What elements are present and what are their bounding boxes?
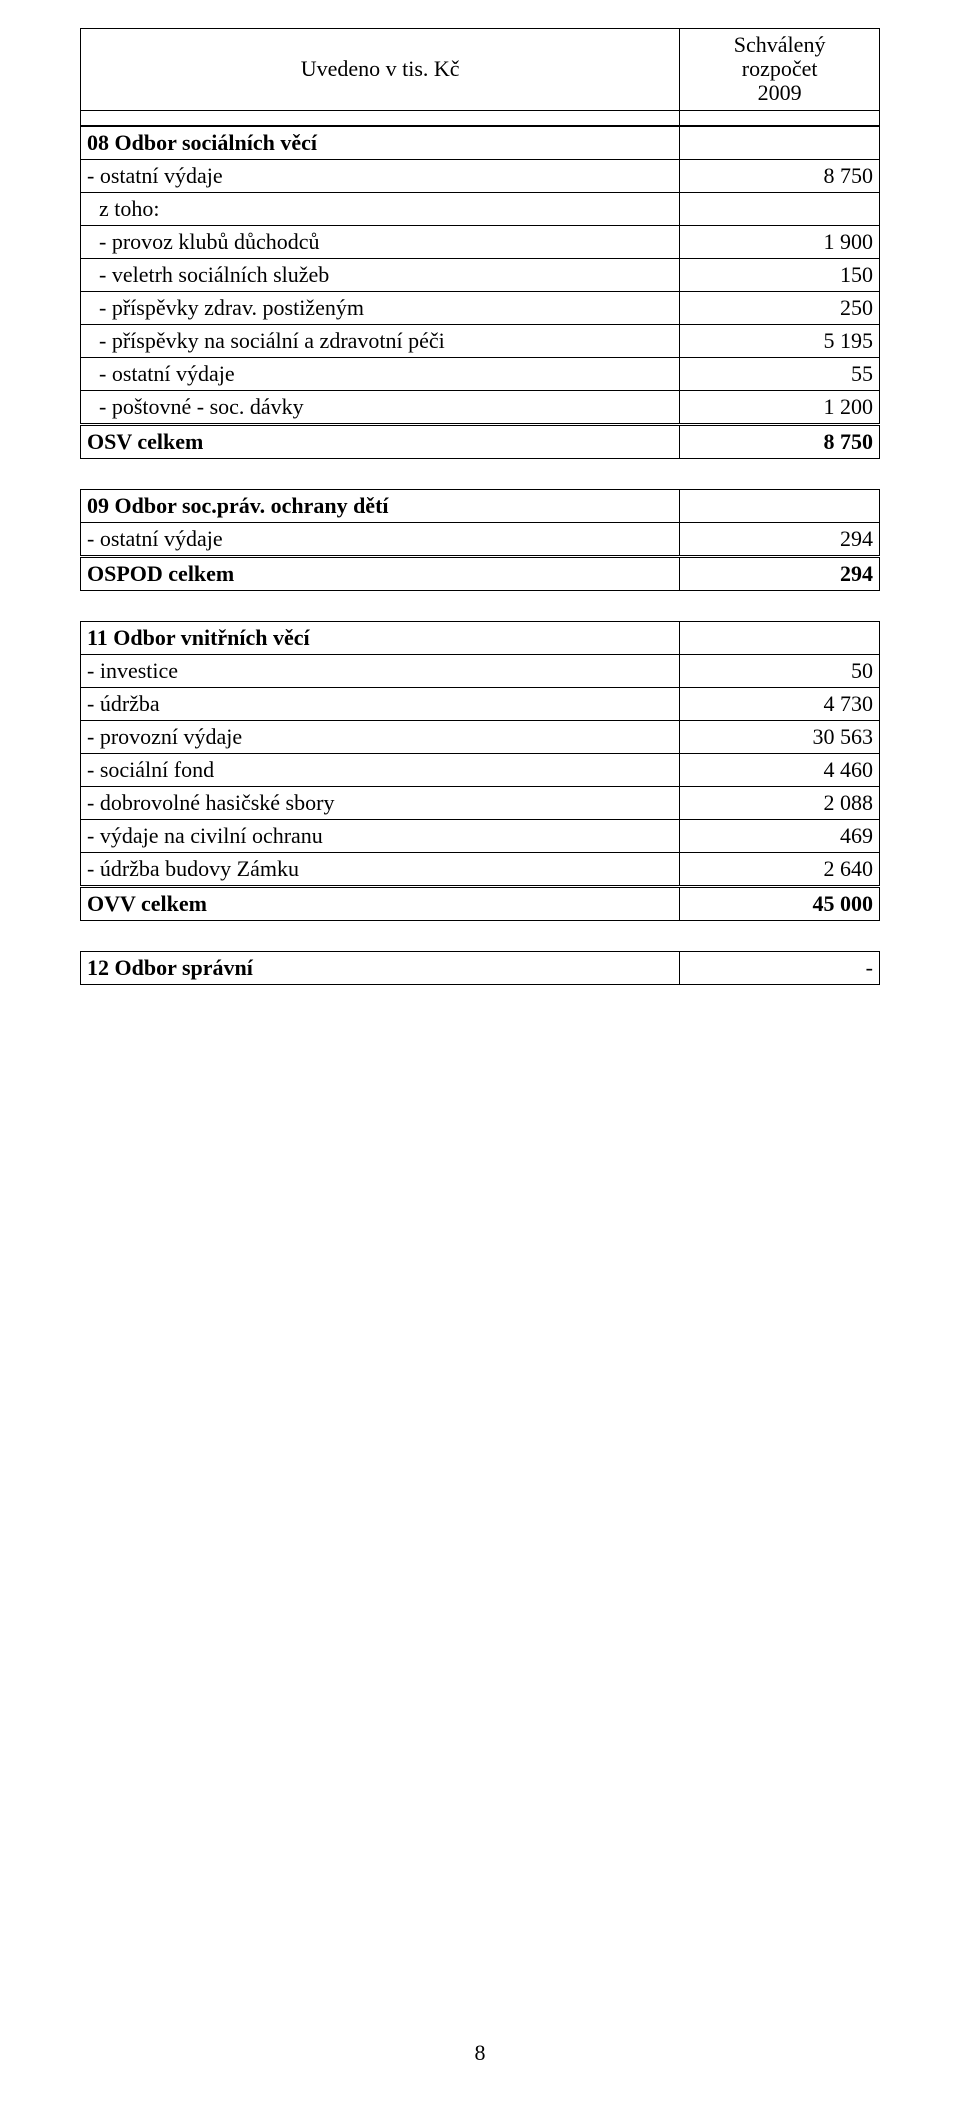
table-row-value (680, 192, 880, 225)
table-row-value: 250 (680, 291, 880, 324)
table-row-label: - příspěvky na sociální a zdravotní péči (81, 324, 680, 357)
table-row-label: - provozní výdaje (81, 720, 680, 753)
table-row-label: - výdaje na civilní ochranu (81, 819, 680, 852)
table-row-label: z toho: (81, 192, 680, 225)
header-right: Schválený rozpočet 2009 (680, 29, 880, 111)
header-right-1: Schválený (734, 32, 826, 57)
section-12-value: - (680, 951, 880, 984)
table-row-label: - poštovné - soc. dávky (81, 390, 680, 424)
table-row-value: 30 563 (680, 720, 880, 753)
section-08-total-label: OSV celkem (81, 424, 680, 458)
table-row-label: - dobrovolné hasičské sbory (81, 786, 680, 819)
section-08-total-value: 8 750 (680, 424, 880, 458)
section-12-table: 12 Odbor správní - (80, 951, 880, 985)
section-11-total-label: OVV celkem (81, 886, 680, 920)
section-08-table: 08 Odbor sociálních věcí - ostatní výdaj… (80, 126, 880, 459)
table-row-value: 50 (680, 654, 880, 687)
section-08-title-val (680, 126, 880, 159)
header-table: Uvedeno v tis. Kč Schválený rozpočet 200… (80, 28, 880, 126)
table-row-value: 8 750 (680, 159, 880, 192)
table-row-label: - provoz klubů důchodců (81, 225, 680, 258)
table-row-value: 469 (680, 819, 880, 852)
table-row-label: - příspěvky zdrav. postiženým (81, 291, 680, 324)
table-row-value: 5 195 (680, 324, 880, 357)
table-row-value: 150 (680, 258, 880, 291)
table-row-label: - ostatní výdaje (81, 159, 680, 192)
section-11-total-value: 45 000 (680, 886, 880, 920)
table-row-value: 1 200 (680, 390, 880, 424)
table-row-label: - ostatní výdaje (81, 522, 680, 556)
table-row-label: - údržba (81, 687, 680, 720)
table-row-label: - sociální fond (81, 753, 680, 786)
table-row-value: 1 900 (680, 225, 880, 258)
table-row-label: - investice (81, 654, 680, 687)
table-row-value: 4 460 (680, 753, 880, 786)
table-row-label: - údržba budovy Zámku (81, 852, 680, 886)
table-row-value: 2 640 (680, 852, 880, 886)
section-11-title-val (680, 621, 880, 654)
header-right-3: 2009 (758, 80, 802, 105)
section-09-table: 09 Odbor soc.práv. ochrany dětí - ostatn… (80, 489, 880, 591)
header-right-2: rozpočet (742, 56, 818, 81)
table-row-value: 55 (680, 357, 880, 390)
section-09-total-label: OSPOD celkem (81, 556, 680, 590)
table-row-value: 294 (680, 522, 880, 556)
section-09-title-val (680, 489, 880, 522)
page-number: 8 (0, 2040, 960, 2066)
section-09-title: 09 Odbor soc.práv. ochrany dětí (81, 489, 680, 522)
section-12-title: 12 Odbor správní (81, 951, 680, 984)
section-11-title: 11 Odbor vnitřních věcí (81, 621, 680, 654)
header-left: Uvedeno v tis. Kč (81, 29, 680, 111)
table-row-value: 2 088 (680, 786, 880, 819)
section-11-table: 11 Odbor vnitřních věcí - investice 50 -… (80, 621, 880, 921)
section-08-title: 08 Odbor sociálních věcí (81, 126, 680, 159)
table-row-value: 4 730 (680, 687, 880, 720)
table-row-label: - veletrh sociálních služeb (81, 258, 680, 291)
section-09-total-value: 294 (680, 556, 880, 590)
table-row-label: - ostatní výdaje (81, 357, 680, 390)
